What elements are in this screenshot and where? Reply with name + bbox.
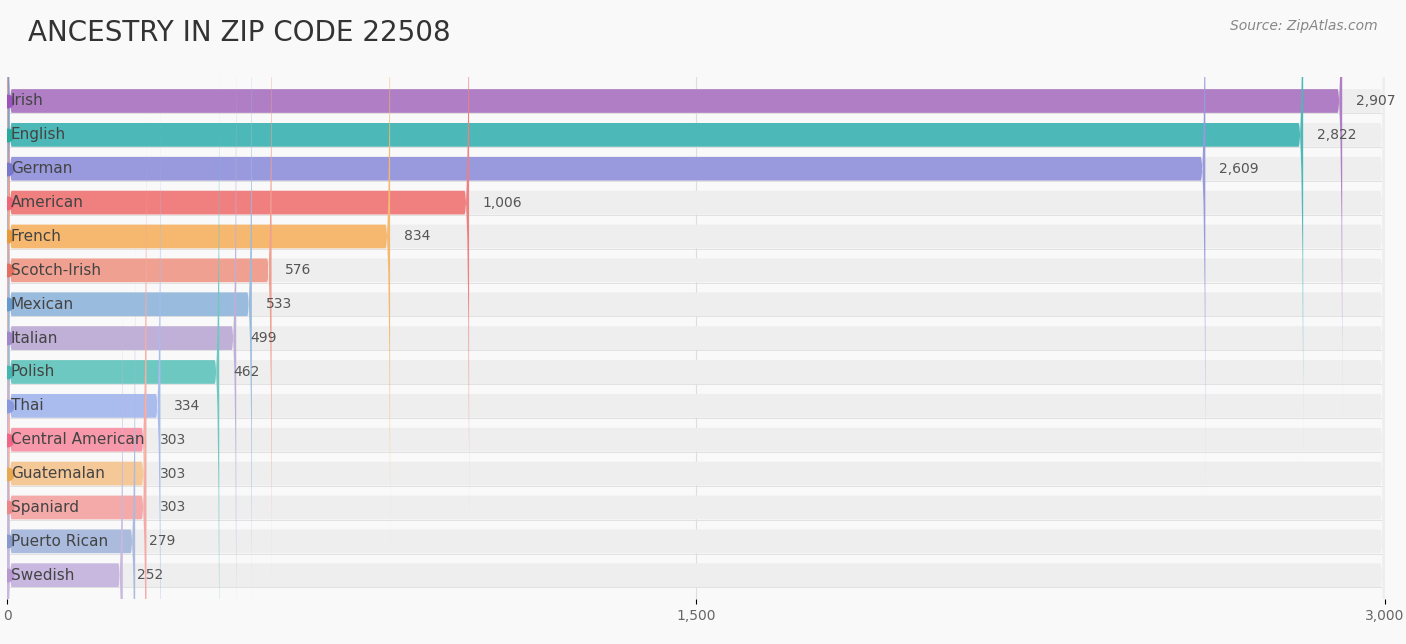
FancyBboxPatch shape — [7, 214, 1385, 644]
FancyBboxPatch shape — [7, 0, 1385, 597]
FancyBboxPatch shape — [7, 45, 1385, 644]
FancyBboxPatch shape — [7, 0, 1303, 462]
FancyBboxPatch shape — [7, 0, 389, 564]
Text: Puerto Rican: Puerto Rican — [11, 534, 108, 549]
FancyBboxPatch shape — [7, 113, 1385, 644]
FancyBboxPatch shape — [7, 249, 122, 644]
Text: 834: 834 — [404, 229, 430, 243]
Text: Thai: Thai — [11, 399, 44, 413]
FancyBboxPatch shape — [7, 0, 271, 597]
FancyBboxPatch shape — [7, 180, 146, 644]
FancyBboxPatch shape — [7, 45, 219, 644]
FancyBboxPatch shape — [7, 0, 1385, 631]
Text: German: German — [11, 161, 72, 176]
FancyBboxPatch shape — [7, 147, 1385, 644]
Text: 303: 303 — [160, 467, 186, 480]
Text: 303: 303 — [160, 500, 186, 515]
Text: 334: 334 — [174, 399, 201, 413]
FancyBboxPatch shape — [7, 11, 1385, 644]
Text: Scotch-Irish: Scotch-Irish — [11, 263, 101, 278]
FancyBboxPatch shape — [7, 0, 1385, 529]
Text: 2,822: 2,822 — [1317, 128, 1357, 142]
FancyBboxPatch shape — [7, 249, 1385, 644]
Text: Spaniard: Spaniard — [11, 500, 79, 515]
Text: Swedish: Swedish — [11, 568, 75, 583]
FancyBboxPatch shape — [7, 0, 1385, 428]
Text: Central American: Central American — [11, 432, 145, 447]
FancyBboxPatch shape — [7, 0, 1385, 496]
Text: Irish: Irish — [11, 93, 44, 108]
Text: 462: 462 — [233, 365, 259, 379]
FancyBboxPatch shape — [7, 0, 1343, 428]
Text: 1,006: 1,006 — [482, 196, 523, 209]
Text: English: English — [11, 128, 66, 142]
Text: Guatemalan: Guatemalan — [11, 466, 104, 481]
Text: Mexican: Mexican — [11, 297, 75, 312]
Text: 2,609: 2,609 — [1219, 162, 1258, 176]
Text: 303: 303 — [160, 433, 186, 447]
FancyBboxPatch shape — [7, 11, 236, 644]
Text: 279: 279 — [149, 535, 176, 548]
Text: Italian: Italian — [11, 330, 58, 346]
FancyBboxPatch shape — [7, 0, 252, 631]
Text: Polish: Polish — [11, 365, 55, 379]
Text: French: French — [11, 229, 62, 244]
FancyBboxPatch shape — [7, 0, 1385, 462]
FancyBboxPatch shape — [7, 79, 160, 644]
Text: 252: 252 — [136, 568, 163, 582]
Text: 576: 576 — [285, 263, 312, 278]
FancyBboxPatch shape — [7, 180, 1385, 644]
Text: Source: ZipAtlas.com: Source: ZipAtlas.com — [1230, 19, 1378, 33]
Text: 2,907: 2,907 — [1355, 94, 1396, 108]
Text: American: American — [11, 195, 83, 210]
FancyBboxPatch shape — [7, 0, 470, 529]
FancyBboxPatch shape — [7, 79, 1385, 644]
FancyBboxPatch shape — [7, 0, 1385, 564]
Text: 533: 533 — [266, 298, 292, 311]
FancyBboxPatch shape — [7, 147, 146, 644]
FancyBboxPatch shape — [7, 0, 1205, 496]
Text: 499: 499 — [250, 331, 277, 345]
FancyBboxPatch shape — [7, 214, 135, 644]
FancyBboxPatch shape — [7, 113, 146, 644]
Text: ANCESTRY IN ZIP CODE 22508: ANCESTRY IN ZIP CODE 22508 — [28, 19, 451, 47]
